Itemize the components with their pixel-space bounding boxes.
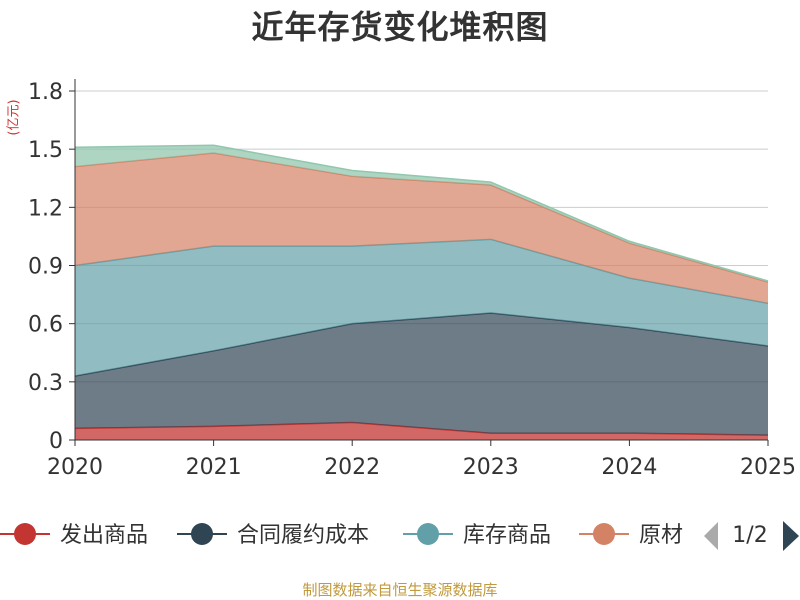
axes: 0 0.3 0.6 0.9 1.2 1.5 1.8 2020 2021 2022 2023 2024 2… bbox=[28, 79, 796, 480]
series-area-4[interactable] bbox=[75, 153, 768, 304]
series-areas bbox=[74, 144, 769, 440]
legend-marker bbox=[593, 523, 615, 545]
x-tick-label: 2020 bbox=[47, 455, 103, 480]
legend-marker bbox=[14, 523, 36, 545]
series-area-5[interactable] bbox=[75, 145, 768, 282]
legend-label: 原材 bbox=[639, 523, 683, 548]
y-tick-label: 1.5 bbox=[28, 138, 63, 163]
legend-label: 合同履约成本 bbox=[237, 523, 369, 548]
series-line-5 bbox=[74, 144, 769, 282]
x-tick-label: 2022 bbox=[324, 455, 380, 480]
x-tick-label: 2021 bbox=[186, 455, 242, 480]
series-area-2[interactable] bbox=[75, 313, 768, 436]
legend-item[interactable]: 合同履约成本 bbox=[177, 523, 369, 548]
legend-item[interactable]: 原材 bbox=[579, 523, 683, 548]
y-tick-label: 0.6 bbox=[28, 313, 63, 338]
series-area-3[interactable] bbox=[75, 239, 768, 377]
series-area-1[interactable] bbox=[75, 422, 768, 440]
x-tick-label: 2025 bbox=[740, 455, 796, 480]
legend-page-indicator: 1/2 bbox=[732, 523, 767, 548]
legend-item[interactable]: 发出商品 bbox=[0, 523, 148, 548]
legend-next-arrow-icon[interactable] bbox=[783, 521, 799, 551]
y-tick-label: 1.2 bbox=[28, 196, 63, 221]
legend[interactable]: 发出商品 合同履约成本 库存商品 原材 1/2 bbox=[0, 521, 799, 551]
legend-label: 发出商品 bbox=[60, 523, 148, 548]
y-tick-label: 1.8 bbox=[28, 80, 63, 105]
x-tick-label: 2024 bbox=[601, 455, 657, 480]
legend-marker bbox=[417, 523, 439, 545]
chart-title: 近年存货变化堆积图 bbox=[251, 8, 549, 46]
y-tick-label: 0 bbox=[49, 429, 63, 454]
x-tick-label: 2023 bbox=[463, 455, 519, 480]
data-source-note: 制图数据来自恒生聚源数据库 bbox=[302, 581, 498, 599]
legend-prev-arrow-icon[interactable] bbox=[704, 522, 718, 550]
legend-label: 库存商品 bbox=[463, 523, 551, 548]
legend-items: 发出商品 合同履约成本 库存商品 原材 bbox=[0, 523, 683, 548]
series-line-1 bbox=[74, 421, 769, 436]
legend-marker bbox=[191, 523, 213, 545]
y-tick-label: 0.9 bbox=[28, 255, 63, 280]
y-tick-label: 0.3 bbox=[28, 371, 63, 396]
legend-item[interactable]: 库存商品 bbox=[403, 523, 551, 548]
